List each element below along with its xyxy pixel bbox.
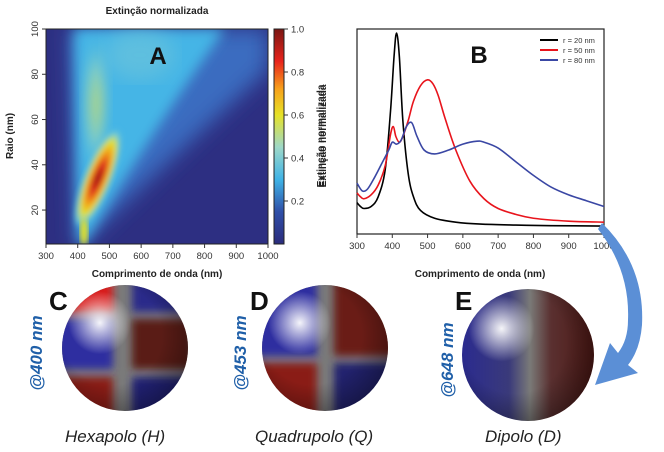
heatmap-y-axis: 20 40 60 80 100 xyxy=(30,21,46,215)
panel-letter-a: A xyxy=(149,43,166,70)
mode-name-hexapole: Hexapolo (H) xyxy=(65,427,166,446)
spectra-chart: B r = 20 nmr = 50 nmr = 80 nm 300 400 500 6… xyxy=(330,28,615,280)
spectra-series xyxy=(356,32,605,227)
x-tick-label: 700 xyxy=(165,251,181,262)
legend: r = 20 nmr = 50 nmr = 80 nm xyxy=(540,36,595,65)
y-tick-label: 20 xyxy=(30,205,41,216)
series-line-3 xyxy=(356,121,605,208)
colorbar-label: Extinção normalizada xyxy=(318,84,329,187)
x-tick-label: 800 xyxy=(197,251,213,262)
colorbar-tick-label: 0.6 xyxy=(291,111,304,122)
heatmap-x-axis: 300 400 500 600 700 800 900 1000 xyxy=(38,244,279,262)
modes-row xyxy=(62,285,594,421)
wavelength-label-d: @453 nm xyxy=(231,315,250,391)
heatmap-field xyxy=(46,29,268,244)
x-tick-label: 400 xyxy=(384,241,400,252)
x-tick-label: 1000 xyxy=(257,251,278,262)
series-line-1 xyxy=(356,32,605,227)
panel-letter-b: B xyxy=(470,42,487,69)
mode-name-dipole: Dipolo (D) xyxy=(485,427,562,446)
x-tick-label: 300 xyxy=(38,251,54,262)
x-tick-label: 1000 xyxy=(593,241,614,252)
panel-letter-e: E xyxy=(455,286,473,316)
colorbar xyxy=(273,28,285,245)
x-tick-label: 600 xyxy=(133,251,149,262)
spectra-y-label-wrap: Extinção normalizada xyxy=(316,84,327,187)
legend-label: r = 80 nm xyxy=(563,56,595,65)
sphere-dipole xyxy=(462,289,594,421)
mode-name-quadrupole: Quadrupolo (Q) xyxy=(255,427,374,446)
x-tick-label: 400 xyxy=(70,251,86,262)
colorbar-tick-label: 0.2 xyxy=(291,197,304,208)
spectra-plot-area xyxy=(356,28,605,235)
x-tick-label: 300 xyxy=(349,241,365,252)
x-tick-label: 700 xyxy=(490,241,506,252)
spectra-y-label-text: Extinção normalizada xyxy=(316,84,327,187)
x-tick-label: 800 xyxy=(525,241,541,252)
x-tick-label: 500 xyxy=(420,241,436,252)
heatmap-x-label: Comprimento de onda (nm) xyxy=(92,269,223,280)
y-tick-label: 80 xyxy=(30,69,41,80)
colorbar-ticks: 0.2 0.4 0.6 0.8 1.0 xyxy=(284,25,304,208)
x-tick-label: 500 xyxy=(101,251,117,262)
panel-letter-c: C xyxy=(49,286,68,316)
panel-letter-d: D xyxy=(250,286,269,316)
y-tick-label: 60 xyxy=(30,114,41,125)
heatmap-y-label: Raio (nm) xyxy=(5,113,16,159)
heatmap-chart: Extinção normalizada A 300 400 500 600 700 80… xyxy=(5,6,329,280)
wavelength-label-e: @648 nm xyxy=(438,322,457,398)
legend-label: r = 50 nm xyxy=(563,46,595,55)
x-tick-label: 900 xyxy=(561,241,577,252)
sphere-hexapole xyxy=(62,285,188,411)
legend-label: r = 20 nm xyxy=(563,36,595,45)
arrow-b-to-e xyxy=(595,223,643,385)
sphere-quadrupole xyxy=(262,285,388,411)
colorbar-tick-label: 0.8 xyxy=(291,68,304,79)
y-tick-label: 100 xyxy=(30,21,41,37)
x-tick-label: 900 xyxy=(228,251,244,262)
colorbar-tick-label: 1.0 xyxy=(291,25,304,36)
spectra-x-label: Comprimento de onda (nm) xyxy=(415,269,546,280)
spectra-x-axis: 300 400 500 600 700 800 900 1000 xyxy=(349,234,615,252)
y-tick-label: 40 xyxy=(30,160,41,171)
x-tick-label: 600 xyxy=(455,241,471,252)
series-line-2 xyxy=(356,78,605,223)
colorbar-tick-label: 0.4 xyxy=(291,154,304,165)
heatmap-title: Extinção normalizada xyxy=(106,6,209,17)
wavelength-label-c: @400 nm xyxy=(27,315,46,391)
spectra-y-label: Extinção normalizada xyxy=(330,84,331,187)
